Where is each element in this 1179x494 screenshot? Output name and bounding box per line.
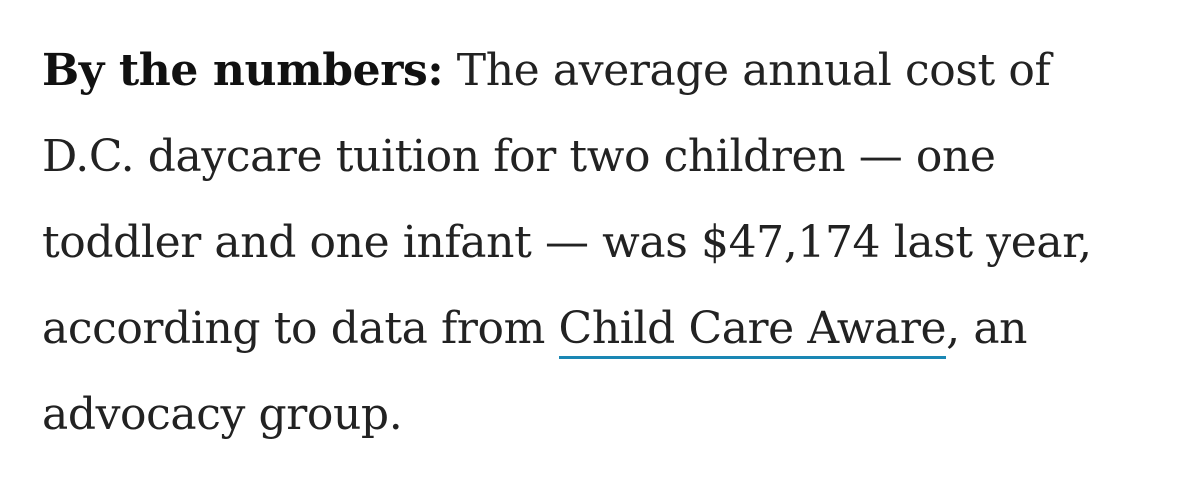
paragraph-text-end: , an advocacy group. [42,303,1028,440]
child-care-aware-link[interactable]: Child Care Aware [558,303,947,359]
paragraph-text: The average annual cost of D.C. daycare … [42,45,1092,354]
lead-in-label: By the numbers: [42,45,444,96]
article-paragraph: By the numbers: The average annual cost … [42,28,1132,458]
